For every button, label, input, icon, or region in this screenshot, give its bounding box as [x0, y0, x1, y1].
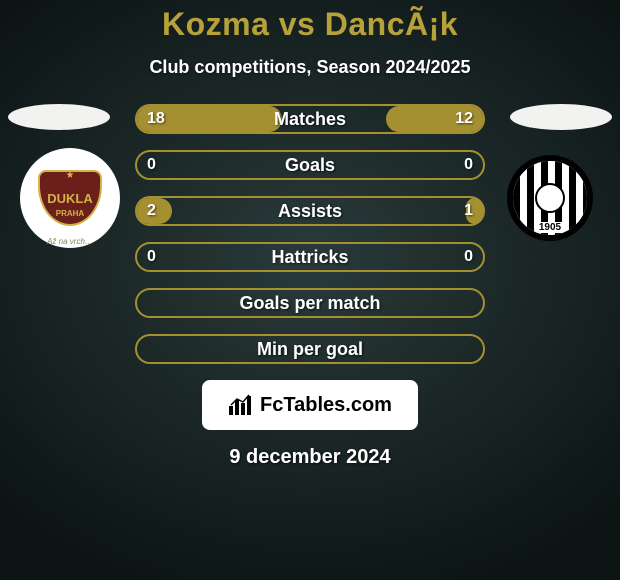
page-subtitle: Club competitions, Season 2024/2025: [0, 57, 620, 78]
infographic-root: Kozma vs DancÃ¡k Club competitions, Seas…: [0, 0, 620, 580]
stat-label: Min per goal: [257, 339, 363, 360]
player-left-ellipse: [8, 104, 110, 130]
player-right-ellipse: [510, 104, 612, 130]
club-badge-left: ★ DUKLA PRAHA Až na vrch…: [20, 148, 120, 248]
stat-value-left: 18: [147, 110, 165, 128]
stat-value-left: 0: [147, 248, 156, 266]
page-title: Kozma vs DancÃ¡k: [0, 0, 620, 43]
stat-row: 0 0 Goals: [135, 150, 485, 180]
stat-row: 18 12 Matches: [135, 104, 485, 134]
stat-value-right: 12: [455, 110, 473, 128]
stat-row: Goals per match: [135, 288, 485, 318]
stat-row: 0 0 Hattricks: [135, 242, 485, 272]
fctables-logo-text: FcTables.com: [260, 394, 392, 417]
stat-value-right: 0: [464, 156, 473, 174]
dukla-word-top: DUKLA: [47, 192, 93, 205]
stat-row: 2 1 Assists: [135, 196, 485, 226]
hradec-ball-icon: [535, 183, 565, 213]
stat-label: Assists: [278, 201, 342, 222]
club-badge-right: 1905: [500, 148, 600, 248]
dukla-shield-icon: ★ DUKLA PRAHA: [38, 170, 102, 226]
stat-value-right: 0: [464, 248, 473, 266]
stat-row: Min per goal: [135, 334, 485, 364]
comparison-arena: ★ DUKLA PRAHA Až na vrch… 1905 1812Match…: [0, 104, 620, 364]
stat-value-left: 2: [147, 202, 156, 220]
bar-chart-icon: [228, 394, 254, 416]
stat-label: Matches: [274, 109, 346, 130]
star-icon: ★: [66, 170, 75, 181]
stat-value-right: 1: [464, 202, 473, 220]
fctables-logo-box: FcTables.com: [202, 380, 418, 430]
dukla-badge: ★ DUKLA PRAHA Až na vrch…: [20, 148, 120, 248]
stat-label: Goals: [285, 155, 335, 176]
hradec-year: 1905: [535, 222, 565, 233]
hradec-badge: 1905: [507, 155, 593, 241]
stat-value-left: 0: [147, 156, 156, 174]
dukla-word-bottom: PRAHA: [56, 209, 84, 218]
date-stamp: 9 december 2024: [0, 446, 620, 469]
dukla-motto: Až na vrch…: [47, 237, 93, 246]
stat-label: Goals per match: [239, 293, 380, 314]
stat-rows: 18 12 Matches 0 0 Goals 2 1 Assists 0 0 Hattricks Go…: [135, 104, 485, 364]
stat-label: Hattricks: [271, 247, 348, 268]
